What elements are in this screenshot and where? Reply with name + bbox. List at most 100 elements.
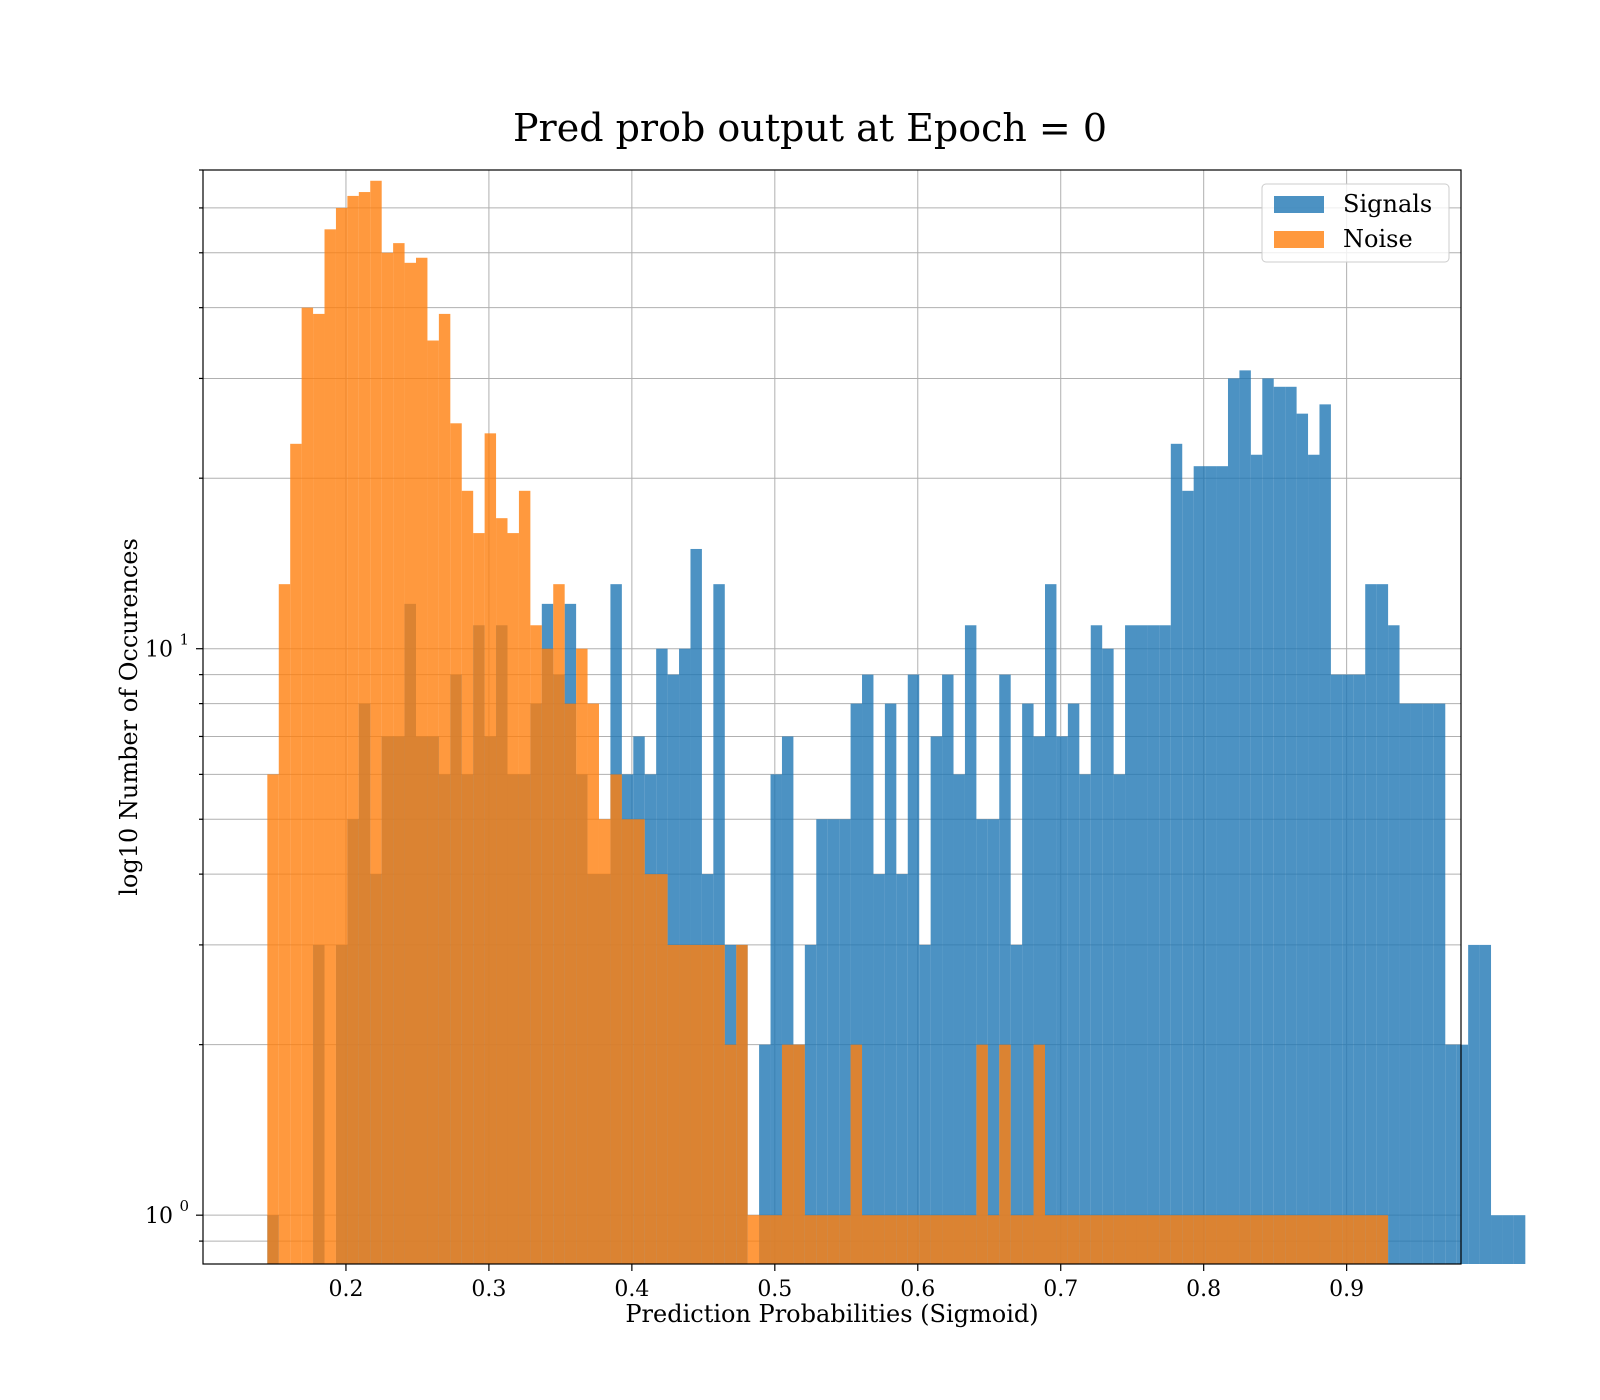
noise-bar [530,625,542,1264]
noise-bar [667,944,680,1264]
noise-bar [416,257,428,1264]
noise-bar [1113,1215,1126,1264]
noise-bar [942,1215,954,1264]
noise-bar [656,874,668,1264]
signals-bar [1205,466,1217,1265]
noise-bar [953,1215,965,1264]
noise-bar [267,774,279,1264]
noise-bar [313,313,325,1264]
noise-bar [919,1215,931,1264]
signals-bar [1399,703,1411,1264]
signals-bar [1422,703,1434,1264]
noise-bar [1273,1215,1286,1264]
y-tick-label: 10 [145,1204,173,1229]
noise-bar [1010,1215,1023,1264]
x-axis-label: Prediction Probabilities (Sigmoid) [625,1300,1038,1328]
signals-bar [1479,944,1492,1264]
signals-bar [942,674,954,1264]
noise-bar [610,774,622,1264]
signals-bar [1250,454,1263,1265]
signals-bar [1022,703,1034,1264]
signals-bar [1102,648,1114,1264]
signals-bar [1067,703,1080,1264]
signals-bar [1308,454,1320,1265]
signals-bar [1216,466,1228,1265]
x-tick-label: 0.4 [614,1277,649,1302]
noise-bar [541,648,554,1264]
signals-bar [907,674,920,1264]
noise-bar [690,944,702,1264]
noise-bar [427,340,439,1264]
signals-bar [850,703,863,1264]
noise-bar [1136,1215,1148,1264]
signals-bar [987,819,1000,1264]
signals-bar [1456,1044,1469,1264]
noise-bar [644,874,657,1264]
noise-bar [873,1215,885,1264]
noise-bar [770,1215,782,1264]
signals-bar [1445,1044,1457,1264]
noise-bar [278,584,291,1264]
signals-bar [1147,625,1160,1264]
signals-bar [1239,370,1251,1264]
y-axis-label: log10 Number of Occurences [115,538,143,896]
noise-bar [1227,1215,1240,1264]
noise-bar [781,1044,794,1264]
signals-bar [1045,584,1057,1264]
signals-bar [770,774,782,1264]
signals-bar [930,736,943,1264]
signals-bar [1433,703,1446,1264]
noise-bar [1056,1215,1068,1264]
noise-bar [347,195,359,1264]
noise-bar [450,423,462,1265]
noise-bar [393,243,405,1264]
noise-bar [518,490,531,1264]
noise-bar [621,819,634,1264]
x-tick-label: 0.9 [1329,1277,1364,1302]
signals-bar [1353,674,1366,1264]
axis-ticks: 0.2 0.3 0.4 0.5 0.6 0.7 0.8 0.9 10 0 10 1 [145,169,1364,1302]
noise-bar [747,1215,760,1264]
noise-bar [1079,1215,1091,1264]
noise-bar [358,192,371,1264]
signals-bar [1273,386,1286,1264]
noise-bar [598,819,611,1264]
signals-bar [1330,674,1343,1264]
noise-bar [496,518,508,1264]
noise-bar [1125,1215,1137,1264]
noise-bar [1147,1215,1160,1264]
noise-bar [438,313,451,1264]
noise-bar [576,648,588,1264]
noise-bar [404,262,417,1264]
noise-bar [850,1044,863,1264]
noise-bar [816,1215,828,1264]
noise-bar [1353,1215,1366,1264]
signals-bar [827,819,840,1264]
legend: Signals Noise [1261,183,1450,263]
x-tick-label: 0.7 [1043,1277,1078,1302]
noise-bar [930,1215,943,1264]
noise-bar [324,229,336,1265]
noise-bar [553,584,565,1264]
signals-bar [964,625,977,1264]
x-tick-label: 0.6 [900,1277,935,1302]
noise-bar [370,180,382,1264]
noise-bar [759,1215,771,1264]
noise-bar [736,944,748,1264]
noise-bar [884,1215,897,1264]
noise-bar [335,207,348,1264]
x-tick-label: 0.3 [471,1277,506,1302]
signals-bar [976,819,988,1264]
signals-bar [1491,1215,1503,1264]
legend-label-noise: Noise [1343,225,1413,253]
noise-bar [461,490,474,1264]
noise-bar [724,1044,737,1264]
signals-bar [713,584,725,1264]
signals-bar [1170,443,1183,1265]
signals-bar [873,874,885,1264]
signals-bar [884,703,897,1264]
y-tick-label-exponent: 0 [179,1197,189,1215]
noise-bar [1067,1215,1080,1264]
signals-bar [1468,944,1480,1264]
signals-bar [1376,584,1389,1264]
